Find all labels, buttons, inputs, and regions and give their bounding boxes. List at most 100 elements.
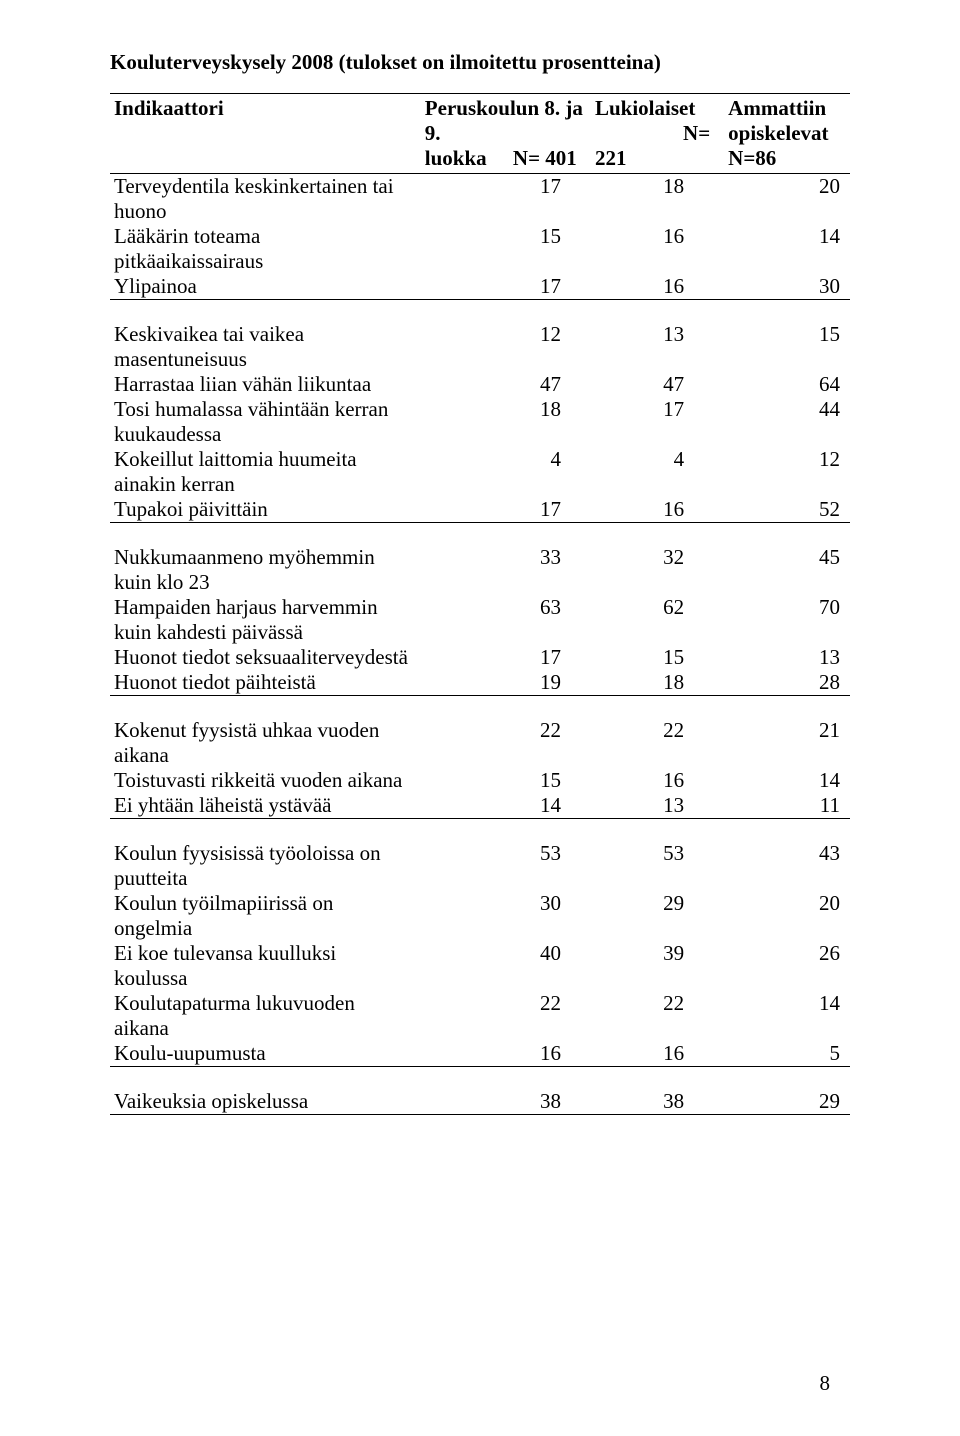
row-value: 16 (591, 1041, 724, 1066)
table-row: Koulun työilmapiirissä on ongelmia302920 (110, 891, 850, 941)
row-value: 29 (724, 1089, 850, 1114)
row-value: 17 (421, 174, 591, 225)
row-value: 18 (591, 174, 724, 225)
section-gap (110, 523, 850, 546)
table-row: Koulu-uupumusta16165 (110, 1041, 850, 1066)
row-value: 16 (591, 497, 724, 522)
col-header-line: 221 (595, 146, 720, 171)
col-header-ammattiin: Ammattiin opiskelevat N=86 (724, 94, 850, 174)
row-value: 32 (591, 545, 724, 595)
row-label: Koulutapaturma lukuvuoden aikana (110, 991, 421, 1041)
row-value: 13 (724, 645, 850, 670)
row-label: Kokeillut laittomia huumeita ainakin ker… (110, 447, 421, 497)
col-header-line: N=86 (728, 146, 776, 170)
row-value: 16 (591, 768, 724, 793)
row-label: Huonot tiedot päihteistä (110, 670, 421, 695)
row-value: 15 (421, 224, 591, 274)
row-value: 44 (724, 397, 850, 447)
row-value: 19 (421, 670, 591, 695)
row-label: Ylipainoa (110, 274, 421, 299)
row-value: 5 (724, 1041, 850, 1066)
table-row: Huonot tiedot seksuaaliterveydestä171513 (110, 645, 850, 670)
table-row: Ylipainoa171630 (110, 274, 850, 299)
row-value: 15 (421, 768, 591, 793)
row-label: Koulun fyysisissä työoloissa on puutteit… (110, 841, 421, 891)
table-row: Lääkärin toteama pitkäaikaissairaus15161… (110, 224, 850, 274)
row-value: 30 (421, 891, 591, 941)
row-label: Kokenut fyysistä uhkaa vuoden aikana (110, 718, 421, 768)
row-value: 16 (591, 224, 724, 274)
row-label: Ei yhtään läheistä ystävää (110, 793, 421, 818)
row-value: 43 (724, 841, 850, 891)
row-value: 53 (591, 841, 724, 891)
row-value: 14 (724, 991, 850, 1041)
row-value: 70 (724, 595, 850, 645)
col-header-line: opiskelevat (728, 121, 828, 145)
row-value: 28 (724, 670, 850, 695)
row-value: 20 (724, 174, 850, 225)
row-value: 22 (591, 718, 724, 768)
row-value: 52 (724, 497, 850, 522)
table-row: Koulun fyysisissä työoloissa on puutteit… (110, 841, 850, 891)
row-value: 13 (591, 322, 724, 372)
row-value: 63 (421, 595, 591, 645)
page: Kouluterveyskysely 2008 (tulokset on ilm… (0, 0, 960, 1436)
row-value: 47 (421, 372, 591, 397)
row-value: 15 (591, 645, 724, 670)
row-label: Tupakoi päivittäin (110, 497, 421, 522)
col-header-line: luokka N= 401 (425, 146, 577, 170)
col-header-peruskoulu: Peruskoulun 8. ja 9. luokka N= 401 (421, 94, 591, 174)
row-value: 22 (421, 718, 591, 768)
row-value: 30 (724, 274, 850, 299)
row-value: 11 (724, 793, 850, 818)
data-table: Indikaattori Peruskoulun 8. ja 9. luokka… (110, 93, 850, 1115)
row-label: Ei koe tulevansa kuulluksi koulussa (110, 941, 421, 991)
row-label: Hampaiden harjaus harvemmin kuin kahdest… (110, 595, 421, 645)
table-row: Ei yhtään läheistä ystävää141311 (110, 793, 850, 818)
row-label: Koulun työilmapiirissä on ongelmia (110, 891, 421, 941)
row-label: Koulu-uupumusta (110, 1041, 421, 1066)
col-header-line: Peruskoulun 8. ja 9. (425, 96, 583, 145)
row-label: Harrastaa liian vähän liikuntaa (110, 372, 421, 397)
row-value: 14 (724, 224, 850, 274)
row-value: 20 (724, 891, 850, 941)
row-value: 53 (421, 841, 591, 891)
row-value: 16 (421, 1041, 591, 1066)
col-header-indicator: Indikaattori (110, 94, 421, 174)
section-gap (110, 819, 850, 842)
table-row: Tosi humalassa vähintään kerran kuukaude… (110, 397, 850, 447)
page-number: 8 (820, 1371, 831, 1396)
row-label: Nukkumaanmeno myöhemmin kuin klo 23 (110, 545, 421, 595)
table-row: Terveydentila keskinkertainen tai huono1… (110, 174, 850, 225)
table-row: Ei koe tulevansa kuulluksi koulussa40392… (110, 941, 850, 991)
row-value: 4 (421, 447, 591, 497)
row-label: Tosi humalassa vähintään kerran kuukaude… (110, 397, 421, 447)
row-value: 4 (591, 447, 724, 497)
row-label: Huonot tiedot seksuaaliterveydestä (110, 645, 421, 670)
table-row: Keskivaikea tai vaikea masentuneisuus121… (110, 322, 850, 372)
table-header-row: Indikaattori Peruskoulun 8. ja 9. luokka… (110, 94, 850, 174)
table-row: Toistuvasti rikkeitä vuoden aikana151614 (110, 768, 850, 793)
row-value: 16 (591, 274, 724, 299)
row-value: 29 (591, 891, 724, 941)
row-value: 15 (724, 322, 850, 372)
row-value: 13 (591, 793, 724, 818)
col-header-lukiolaiset: Lukiolaiset N= 221 (591, 94, 724, 174)
row-label: Vaikeuksia opiskelussa (110, 1089, 421, 1114)
table-row: Huonot tiedot päihteistä191828 (110, 670, 850, 695)
section-separator (110, 1114, 850, 1115)
row-value: 38 (591, 1089, 724, 1114)
row-value: 18 (421, 397, 591, 447)
section-gap (110, 1067, 850, 1090)
table-row: Vaikeuksia opiskelussa383829 (110, 1089, 850, 1114)
table-row: Kokeillut laittomia huumeita ainakin ker… (110, 447, 850, 497)
row-value: 21 (724, 718, 850, 768)
row-value: 22 (421, 991, 591, 1041)
row-value: 39 (591, 941, 724, 991)
page-title: Kouluterveyskysely 2008 (tulokset on ilm… (110, 50, 850, 75)
row-value: 45 (724, 545, 850, 595)
row-value: 14 (724, 768, 850, 793)
row-value: 38 (421, 1089, 591, 1114)
row-value: 18 (591, 670, 724, 695)
table-row: Nukkumaanmeno myöhemmin kuin klo 2333324… (110, 545, 850, 595)
